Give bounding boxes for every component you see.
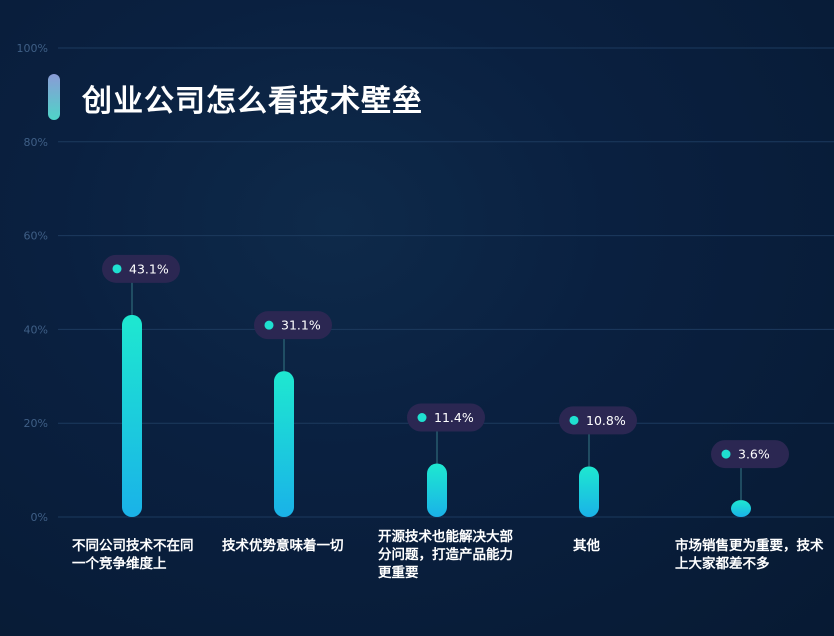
chart-title: 创业公司怎么看技术壁垒 — [82, 84, 423, 119]
category-label: 开源技术也能解决大部分问题，打造产品能力更重要 — [378, 529, 513, 581]
badge-dot-icon — [264, 320, 274, 330]
title-accent-bar — [48, 74, 60, 120]
data-label-badge — [711, 440, 789, 469]
badge-dot-icon — [112, 264, 122, 274]
y-tick-label: 20% — [24, 417, 48, 430]
y-tick-label: 80% — [24, 136, 48, 149]
data-label-badge — [559, 406, 637, 435]
bar — [427, 463, 447, 517]
category-label: 其他 — [573, 538, 600, 554]
grid-lines: 0% 20% 40% 60% 80% 100% — [17, 42, 834, 524]
data-label-badge — [254, 311, 332, 340]
data-label-badge — [102, 254, 180, 283]
bar — [579, 466, 599, 517]
y-tick-label: 40% — [24, 323, 48, 336]
bar — [274, 371, 294, 517]
data-label: 31.1% — [281, 318, 321, 333]
category-label: 市场销售更为重要，技术上大家都差不多 — [675, 538, 824, 572]
bar — [731, 500, 751, 517]
badge-dot-icon — [569, 415, 579, 425]
data-label: 11.4% — [434, 410, 474, 425]
bar — [122, 314, 142, 517]
y-tick-label: 60% — [24, 230, 48, 243]
data-label: 10.8% — [586, 413, 626, 428]
category-label: 技术优势意味着一切 — [222, 538, 344, 554]
bars: 43.1% 31.1% 11.4% 10.8% 3.6% — [102, 254, 789, 517]
category-label: 不同公司技术不在同一个竞争维度上 — [72, 538, 194, 572]
data-label: 3.6% — [738, 447, 770, 462]
data-label-badge — [407, 403, 485, 432]
data-label: 43.1% — [129, 261, 169, 276]
badge-dot-icon — [721, 449, 731, 459]
badge-dot-icon — [417, 413, 427, 423]
y-tick-label: 100% — [17, 42, 48, 55]
y-tick-label: 0% — [31, 511, 48, 524]
